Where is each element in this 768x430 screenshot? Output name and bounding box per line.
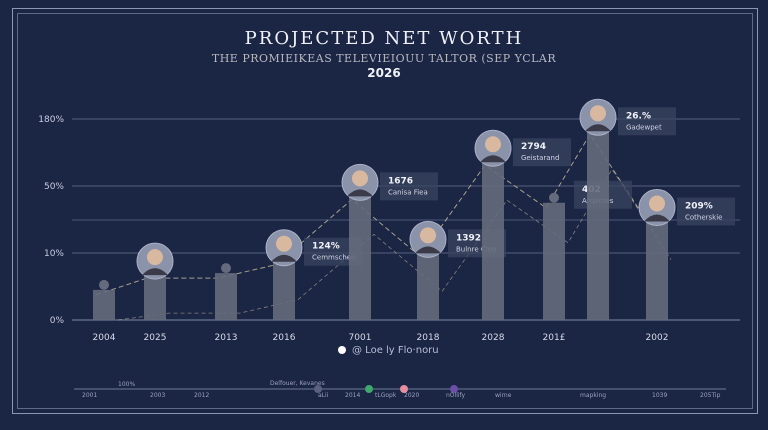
annotation-value: 1392 xyxy=(456,233,481,243)
outer-frame xyxy=(12,8,758,414)
bar xyxy=(93,289,115,320)
y-tick-label: 180% xyxy=(38,115,64,125)
portrait-shoulders xyxy=(142,268,168,276)
x-tick-label: 2013 xyxy=(215,333,238,343)
annotation-value: 26.% xyxy=(626,111,651,121)
y-tick-label: 0% xyxy=(50,316,65,326)
timeline-marker-icon xyxy=(450,385,458,393)
portrait-shoulders xyxy=(347,189,373,197)
silhouette-head xyxy=(549,192,559,203)
timeline-label: 2001 xyxy=(82,392,98,399)
timeline-label: 205Tip xyxy=(700,392,721,399)
x-tick-label: 2016 xyxy=(273,333,296,343)
bar xyxy=(587,129,609,320)
annotation-value: 209% xyxy=(685,202,713,212)
x-tick-label: 2004 xyxy=(93,333,116,343)
chart-subtitle: THE PROMIEIKEAS TELEVIEIOUU TALTOR (SEP … xyxy=(211,52,557,65)
timeline-label: 1039 xyxy=(652,392,668,399)
x-tick-label: 201£ xyxy=(543,333,566,343)
bar xyxy=(543,202,565,320)
bar xyxy=(646,219,668,320)
x-tick-label: 2018 xyxy=(417,333,440,343)
annotation-label: Canisa Fiea xyxy=(388,188,428,196)
portrait-face xyxy=(276,235,292,252)
trend-line xyxy=(117,168,672,321)
annotation-box xyxy=(618,107,676,136)
timeline-label: 2012 xyxy=(194,392,210,399)
annotation-box xyxy=(513,138,571,167)
y-tick-label: 50% xyxy=(44,182,64,192)
chart-title: PROJECTED NET WORTH xyxy=(244,28,524,49)
trend-line xyxy=(95,133,650,296)
annotation-value: 2794 xyxy=(521,142,546,152)
timeline-label: 100% xyxy=(118,381,136,388)
timeline-label: 2020 xyxy=(404,392,420,399)
annotation-label: Gadewpet xyxy=(626,123,662,131)
caption-text: @ Loe ly Flo·noru xyxy=(352,345,439,356)
portrait-face xyxy=(147,249,163,266)
bar xyxy=(417,251,439,320)
x-tick-label: 7001 xyxy=(349,333,372,343)
bar xyxy=(349,194,371,320)
x-tick-label: 2025 xyxy=(144,333,167,343)
portrait-face xyxy=(420,227,436,244)
portrait-face xyxy=(352,170,368,187)
timeline-label: nOllify xyxy=(446,392,466,399)
timeline-label: 2003 xyxy=(150,392,166,399)
portrait-face xyxy=(590,105,606,122)
legend-dot-icon xyxy=(338,346,346,354)
annotation-value: 124% xyxy=(312,242,340,252)
chart-year: 2026 xyxy=(367,66,401,80)
annotation-label: Bulnre Cleo xyxy=(456,245,496,253)
portrait-shoulders xyxy=(415,246,441,254)
bar xyxy=(215,273,237,320)
portrait-shoulders xyxy=(644,214,670,222)
bar xyxy=(482,160,504,320)
timeline-label: wirne xyxy=(495,392,512,399)
timeline-marker-icon xyxy=(365,385,373,393)
timeline-marker-icon xyxy=(314,385,322,393)
annotation-label: Geistarand xyxy=(521,154,559,162)
annotation-value: 1676 xyxy=(388,176,413,186)
x-tick-label: 2028 xyxy=(482,333,505,343)
annotation-box xyxy=(677,197,735,226)
silhouette-head xyxy=(99,279,109,290)
timeline-label: 2014 xyxy=(345,392,361,399)
portrait-face xyxy=(649,195,665,212)
annotation-box xyxy=(380,172,438,201)
timeline-label: aLii xyxy=(318,392,329,399)
x-tick-label: 2002 xyxy=(646,333,669,343)
portrait-shoulders xyxy=(585,124,611,132)
annotation-label: Cemmscheo xyxy=(312,254,355,262)
bar xyxy=(273,259,295,320)
bar xyxy=(144,273,166,320)
legend-caption: @ Loe ly Flo·noru xyxy=(338,345,439,356)
portrait-face xyxy=(485,136,501,153)
silhouette-head xyxy=(221,263,231,274)
timeline-label: tLGopk xyxy=(375,392,397,399)
timeline-marker-icon xyxy=(400,385,408,393)
annotation-label: Cotherskie xyxy=(685,214,723,222)
portrait-shoulders xyxy=(271,254,297,262)
inner-frame xyxy=(17,13,753,409)
timeline-label: Delfouer, Kevanes xyxy=(270,380,325,387)
portrait-shoulders xyxy=(480,155,506,163)
timeline-label: mapking xyxy=(580,392,607,399)
y-tick-label: 10% xyxy=(44,249,64,259)
